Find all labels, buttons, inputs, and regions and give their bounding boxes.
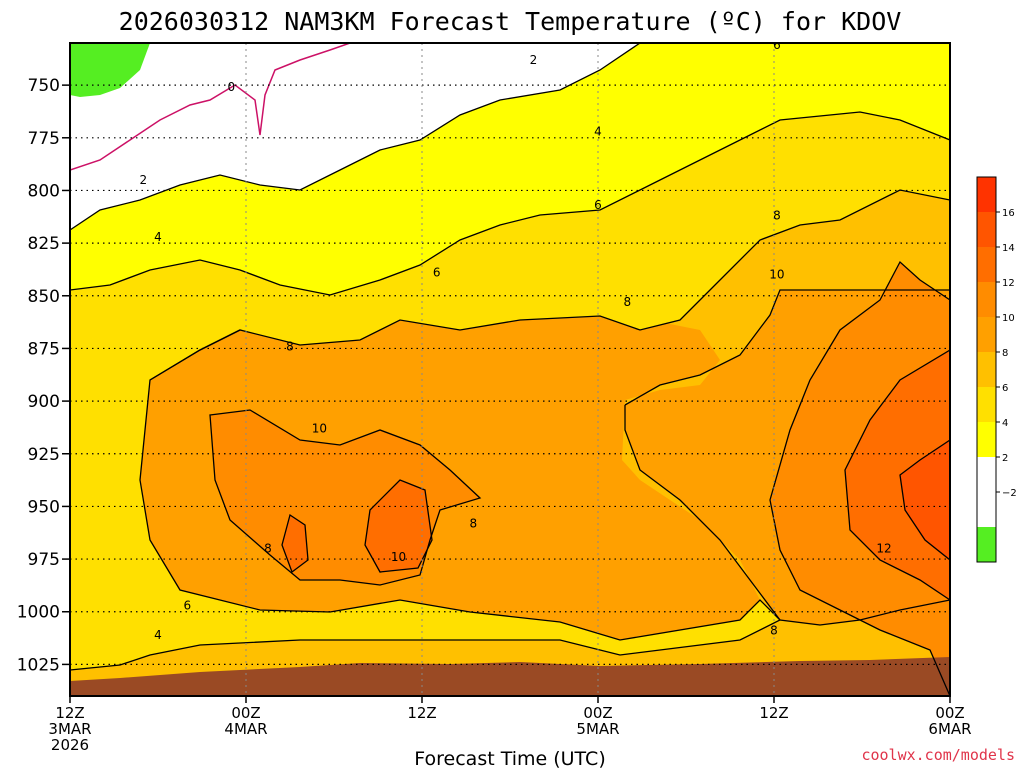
contour-label-13: 8: [470, 516, 478, 530]
contour-label-7: 8: [773, 209, 781, 223]
contour-label-8: 6: [433, 266, 441, 280]
x-tick-line: 12Z: [55, 704, 84, 722]
colorbar-tick-label-2: 12: [1002, 278, 1015, 289]
colorbar-swatch-gt_16: [977, 177, 996, 212]
y-tick-label-7: 925: [28, 445, 60, 465]
colorbar-tick-label-7: 2: [1002, 453, 1008, 464]
contour-label-4: 4: [594, 124, 602, 138]
contour-6: [70, 189, 950, 671]
plot-frame: [69, 42, 951, 697]
contour-label-1: 2: [530, 53, 538, 67]
colorbar-swatch--2_0: [977, 492, 996, 527]
contour-label-5: 4: [154, 230, 162, 244]
colorbar-swatch-8_10: [977, 317, 996, 352]
y-tick-label-1: 775: [28, 129, 60, 149]
x-tick-line: 4MAR: [224, 720, 267, 738]
x-tick-line: 12Z: [759, 704, 788, 722]
band-10-12: [210, 262, 950, 696]
credit-text: coolwx.com/models: [861, 746, 1015, 764]
colorbar-swatch-0_2: [977, 457, 996, 492]
contour-label-19: 8: [770, 624, 778, 638]
grid: [70, 43, 950, 696]
colorbar-tick-label-8: −2: [1002, 488, 1017, 499]
y-tick-label-0: 750: [28, 76, 60, 96]
x-tick-line: 12Z: [407, 704, 436, 722]
contour-label-16: 12: [876, 542, 891, 556]
x-axis-label: Forecast Time (UTC): [414, 748, 605, 768]
x-tick-line: 5MAR: [576, 720, 619, 738]
x-tick-line: 00Z: [935, 704, 964, 722]
colorbar-swatch-4_6: [977, 387, 996, 422]
colorbar-tick-label-6: 4: [1002, 418, 1008, 429]
x-tick-label-2: 12Z: [407, 704, 436, 722]
contour-label-9: 8: [624, 295, 632, 309]
contour-4: [70, 111, 950, 296]
y-tick-label-6: 900: [28, 392, 60, 412]
contour-labels: 0 2 6 2 4 4 6 8 6 8 10 8 10 8 8 10 12 6 4 8: [140, 38, 892, 642]
colorbar-swatch-2_4: [977, 422, 996, 457]
contour-14: [899, 439, 950, 561]
y-tick-label-10: 1000: [17, 603, 60, 623]
y-tick-label-5: 875: [28, 339, 60, 359]
contour-label-10: 10: [769, 268, 784, 282]
contour-label-18: 4: [154, 628, 162, 642]
contour-label-14: 8: [264, 542, 272, 556]
y-tick-label-2: 800: [28, 181, 60, 201]
x-tick-label-4: 12Z: [759, 704, 788, 722]
contour-label-2: 6: [773, 38, 781, 52]
contour-label-3: 2: [140, 173, 148, 187]
x-tick-line: 6MAR: [928, 720, 971, 738]
y-tick-label-4: 850: [28, 287, 60, 307]
contour-label-12: 10: [312, 421, 327, 435]
x-tick-line: 00Z: [231, 704, 260, 722]
chart-title: 2026030312 NAM3KM Forecast Temperature (…: [119, 7, 902, 36]
colorbar-tick-label-3: 10: [1002, 313, 1015, 324]
contour-12: [281, 349, 950, 601]
contour-0-isotherm: [70, 43, 351, 171]
band-below-minus-2: [70, 43, 150, 97]
y-tick-label-9: 975: [28, 550, 60, 570]
contour-label-11: 8: [286, 339, 294, 353]
contour-label-0: 0: [228, 80, 236, 94]
contour-10: [209, 260, 950, 696]
x-tick-line: 2026: [51, 736, 89, 754]
contour-8: [149, 289, 950, 626]
x-tick-line: 3MAR: [48, 720, 91, 738]
colorbar-swatch-14_16: [977, 212, 996, 247]
colorbar-tick-label-0: 16: [1002, 208, 1015, 219]
y-tick-label-3: 825: [28, 234, 60, 254]
colorbar-tick-label-5: 6: [1002, 383, 1008, 394]
colorbar-swatch-10_12: [977, 282, 996, 317]
contour-label-17: 6: [184, 598, 192, 612]
y-tick-label-8: 950: [28, 497, 60, 517]
colorbar-swatch-lt_-2: [977, 527, 996, 562]
contour-lines: [70, 43, 950, 696]
colorbar-tick-label-4: 8: [1002, 348, 1008, 359]
colorbar-frame: [976, 176, 997, 563]
colorbar-swatch-12_14: [977, 247, 996, 282]
y-tick-label-11: 1025: [17, 655, 60, 675]
contour-label-6: 6: [594, 198, 602, 212]
colorbar-swatch-6_8: [977, 352, 996, 387]
plot-area: 0 2 6 2 4 4 6 8 6 8 10 8 10 8 8 10 12 6 4 8: [70, 38, 950, 696]
ground: [70, 657, 950, 696]
contour-2: [70, 43, 641, 231]
contour-label-15: 10: [391, 550, 406, 564]
colorbar: 16 14 12 10 8 6 4 2 −2: [976, 176, 1017, 563]
band-0-2: [70, 43, 640, 230]
colorbar-tick-label-1: 14: [1002, 243, 1015, 254]
band-14-16: [900, 440, 950, 560]
x-tick-line: 00Z: [583, 704, 612, 722]
y-axis: 750 775 800 825 850 875 900 925 950 975 1000 1025: [17, 76, 70, 675]
